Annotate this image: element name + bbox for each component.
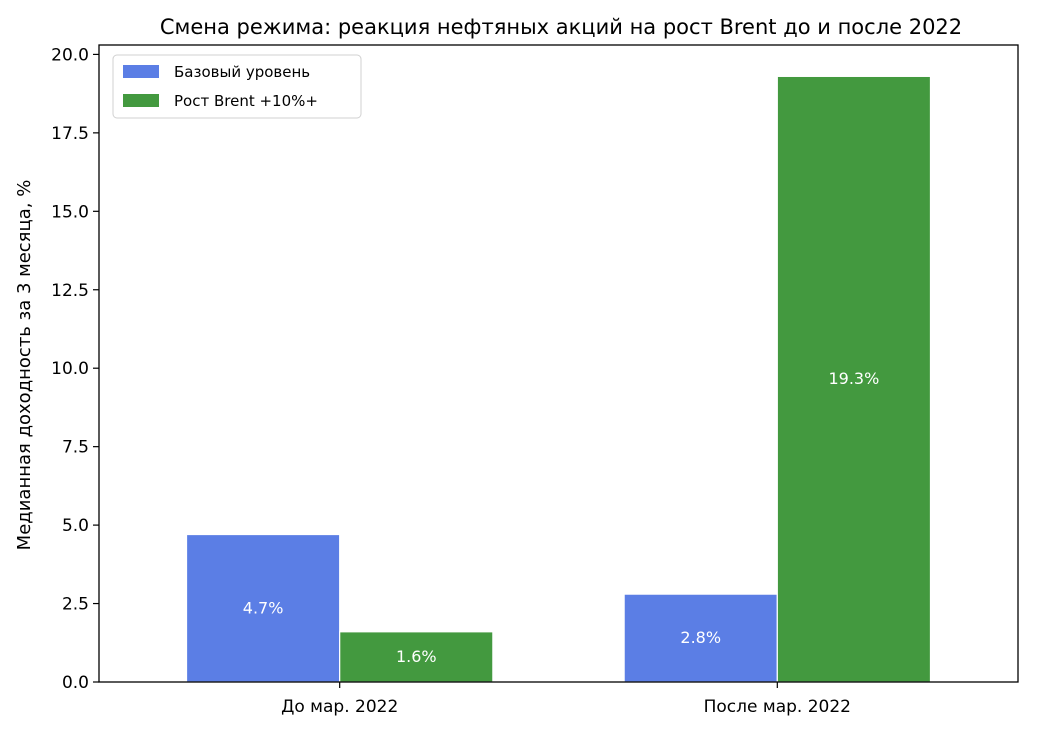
y-tick-label: 0.0 bbox=[62, 673, 89, 693]
y-tick-label: 15.0 bbox=[51, 202, 89, 222]
data-label-baseline-0: 4.7% bbox=[243, 598, 284, 617]
data-label-brent-1: 19.3% bbox=[828, 369, 879, 388]
y-axis-ticks: 0.0 2.5 5.0 7.5 10.0 12.5 15.0 17.5 20.0 bbox=[51, 45, 99, 693]
bar-brent-0 bbox=[339, 631, 494, 683]
y-tick-label: 2.5 bbox=[62, 595, 89, 615]
y-tick-label: 17.5 bbox=[51, 124, 89, 144]
chart-title: Смена режима: реакция нефтяных акций на … bbox=[160, 15, 962, 39]
y-tick-label: 20.0 bbox=[51, 45, 89, 65]
y-tick-label: 7.5 bbox=[62, 438, 89, 458]
bar-baseline-1 bbox=[623, 593, 778, 683]
y-tick-label: 5.0 bbox=[62, 516, 89, 536]
bars bbox=[185, 75, 932, 683]
plot-frame bbox=[98, 44, 1019, 683]
bar-brent-1 bbox=[776, 75, 932, 683]
y-tick-label: 10.0 bbox=[51, 359, 89, 379]
data-label-baseline-1: 2.8% bbox=[680, 628, 721, 647]
x-tick-label: До мар. 2022 bbox=[281, 697, 398, 717]
bar-baseline-0 bbox=[185, 533, 341, 683]
x-tick-label: После мар. 2022 bbox=[704, 697, 851, 717]
legend-box bbox=[112, 54, 362, 119]
legend-swatch-baseline bbox=[123, 65, 159, 78]
y-axis-label: Медианная доходность за 3 месяца, % bbox=[14, 180, 35, 551]
data-labels: 4.7% 2.8% 1.6% 19.3% bbox=[243, 369, 880, 666]
legend-label-baseline: Базовый уровень bbox=[174, 63, 310, 81]
legend-swatch-brent bbox=[123, 94, 159, 107]
data-label-brent-0: 1.6% bbox=[396, 647, 437, 666]
x-axis-ticks: До мар. 2022 После мар. 2022 bbox=[281, 682, 851, 717]
legend-label-brent: Рост Brent +10%+ bbox=[174, 92, 318, 110]
y-tick-label: 12.5 bbox=[51, 281, 89, 301]
legend: Базовый уровень Рост Brent +10%+ bbox=[112, 54, 362, 119]
